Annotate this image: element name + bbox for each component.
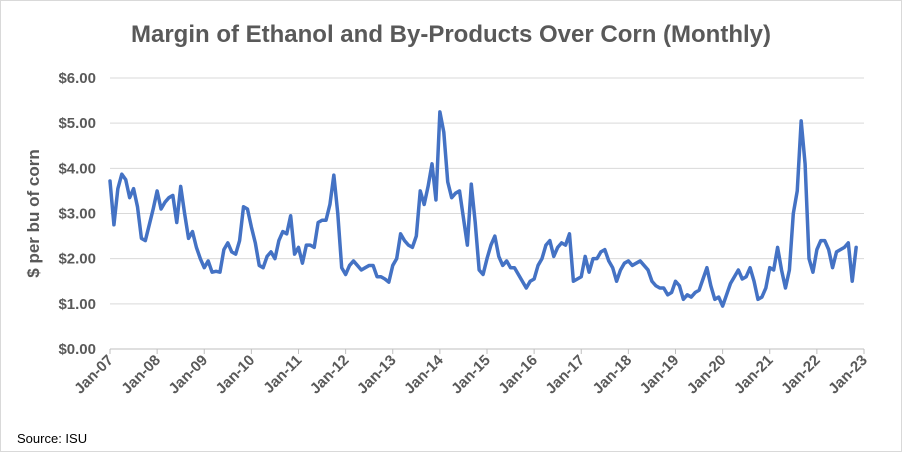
x-tick-label: Jan-16: [495, 352, 541, 398]
x-tick-label: Jan-23: [825, 352, 871, 398]
x-tick-label: Jan-13: [354, 352, 400, 398]
chart-title: Margin of Ethanol and By-Products Over C…: [130, 21, 771, 48]
series-group: [108, 110, 858, 308]
x-tick-label: Jan-11: [260, 352, 305, 397]
y-tick-label: $3.00: [58, 206, 96, 223]
gridlines: [110, 77, 864, 350]
x-tick-label: Jan-08: [118, 352, 164, 398]
y-tick-label: $0.00: [58, 341, 96, 358]
y-tick-label: $5.00: [58, 115, 96, 132]
y-tick-label: $6.00: [58, 70, 96, 87]
x-tick-label: Jan-14: [401, 351, 447, 397]
x-tick-label: Jan-22: [778, 352, 824, 398]
y-tick-label: $1.00: [58, 296, 96, 313]
x-tick-label: Jan-12: [307, 352, 353, 398]
y-axis-ticks: $0.00 $1.00 $2.00 $3.00 $4.00 $5.00 $6.00: [58, 70, 96, 358]
y-axis-label: $ per bu of corn: [24, 149, 43, 277]
x-tick-label: Jan-20: [684, 352, 730, 398]
x-tick-label: Jan-10: [213, 352, 259, 398]
x-tick-label: Jan-17: [542, 352, 588, 398]
x-tick-label: Jan-19: [637, 352, 683, 398]
x-axis-ticks: Jan-07 Jan-08 Jan-09 Jan-10 Jan-11 Jan-12 Jan-…: [71, 349, 871, 397]
x-tick-label: Jan-21: [731, 352, 777, 398]
x-tick-label: Jan-18: [590, 352, 636, 398]
y-tick-label: $2.00: [58, 251, 96, 268]
x-tick-label: Jan-07: [71, 352, 117, 398]
y-tick-label: $4.00: [58, 160, 96, 177]
x-tick-label: Jan-09: [165, 352, 211, 398]
series-line: [108, 110, 858, 308]
x-tick-label: Jan-15: [448, 352, 494, 398]
source-note: Source: ISU: [17, 431, 88, 446]
